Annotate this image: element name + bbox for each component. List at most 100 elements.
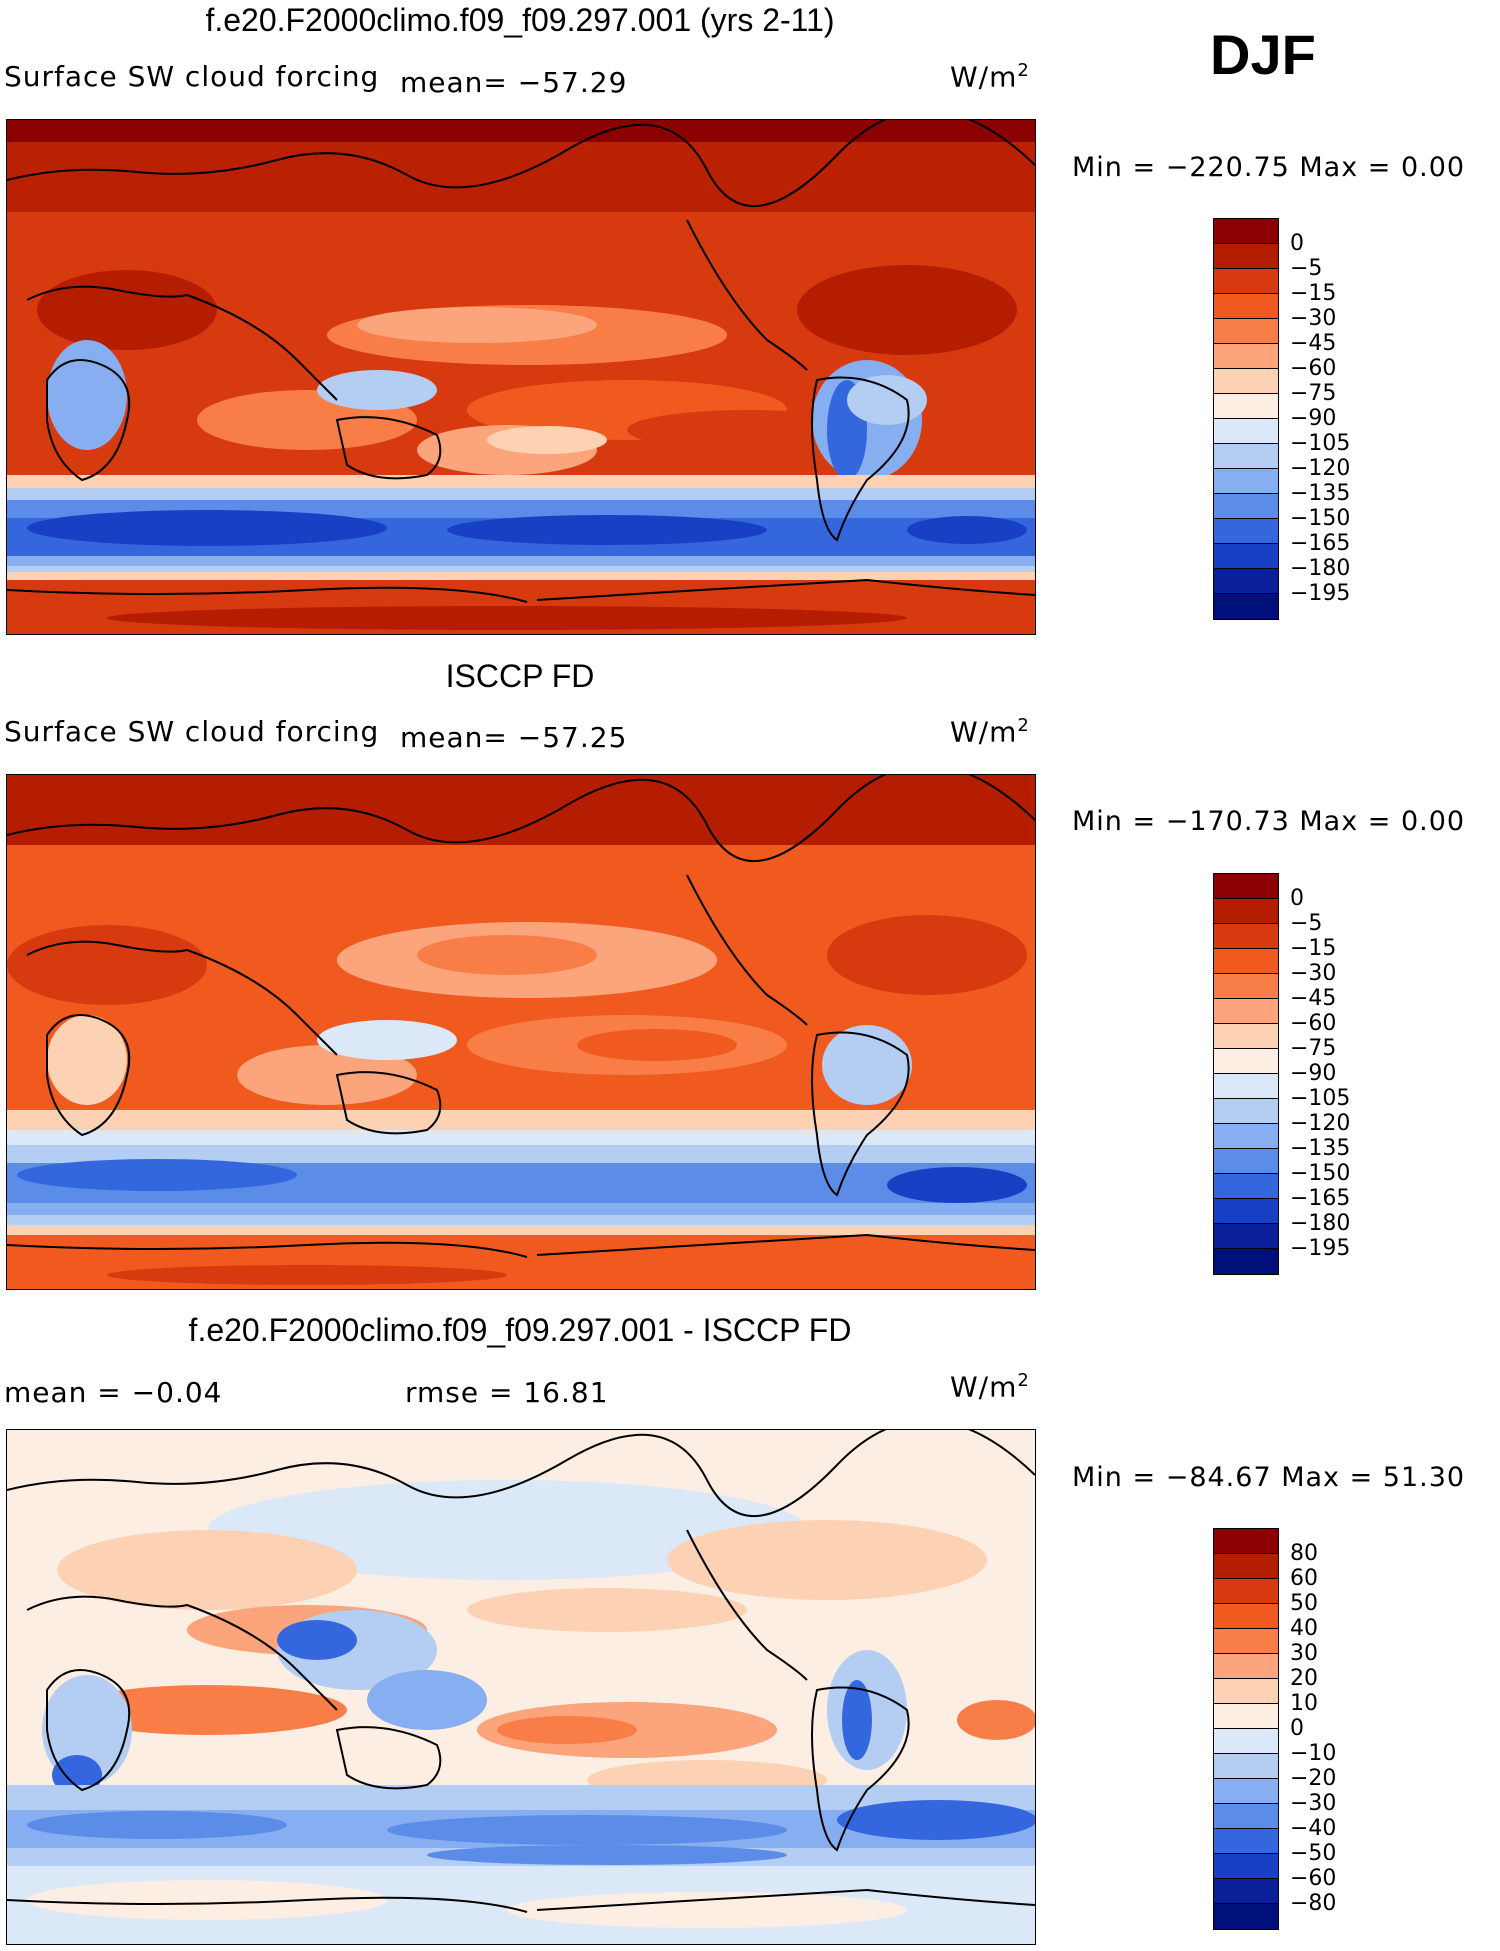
panel2-title: ISCCP FD bbox=[445, 658, 595, 694]
panel2-minmax: Min = −170.73 Max = 0.00 bbox=[1072, 806, 1466, 837]
colorbar-swatch bbox=[1214, 1679, 1278, 1704]
colorbar-tick-label: −150 bbox=[1290, 1161, 1351, 1186]
colorbar-tick-label: 30 bbox=[1290, 1641, 1318, 1666]
colorbar-tick-label: 10 bbox=[1290, 1691, 1318, 1716]
colorbar-swatch bbox=[1214, 294, 1278, 319]
colorbar-tick-label: −75 bbox=[1290, 1036, 1337, 1061]
colorbar-tick-label: −40 bbox=[1290, 1816, 1337, 1841]
colorbar-swatch bbox=[1214, 1829, 1278, 1854]
colorbar-swatch bbox=[1214, 1224, 1278, 1249]
colorbar-tick-label: −60 bbox=[1290, 1011, 1337, 1036]
colorbar-tick-label: −15 bbox=[1290, 281, 1337, 306]
colorbar-swatch bbox=[1214, 1879, 1278, 1904]
colorbar-swatch bbox=[1214, 1779, 1278, 1804]
colorbar-tick-label: 40 bbox=[1290, 1616, 1318, 1641]
colorbar-swatch bbox=[1214, 569, 1278, 594]
colorbar-swatch bbox=[1214, 344, 1278, 369]
colorbar-swatch bbox=[1214, 1904, 1278, 1929]
panel3-map bbox=[6, 1429, 1036, 1945]
colorbar-swatch bbox=[1214, 444, 1278, 469]
panel3-minmax: Min = −84.67 Max = 51.30 bbox=[1072, 1462, 1466, 1493]
colorbar-swatch bbox=[1214, 1174, 1278, 1199]
colorbar-tick-label: −10 bbox=[1290, 1741, 1337, 1766]
colorbar-swatch bbox=[1214, 244, 1278, 269]
panel3-mean-label: mean = −0.04 bbox=[4, 1376, 223, 1409]
panel3-colorbar bbox=[1213, 1528, 1279, 1930]
colorbar-swatch bbox=[1214, 594, 1278, 619]
panel2-variable-label: Surface SW cloud forcing bbox=[4, 715, 380, 748]
panel1-title: f.e20.F2000climo.f09_f09.297.001 (yrs 2-… bbox=[205, 2, 835, 38]
colorbar-tick-label: −90 bbox=[1290, 1061, 1337, 1086]
colorbar-swatch bbox=[1214, 899, 1278, 924]
colorbar-swatch bbox=[1214, 319, 1278, 344]
colorbar-tick-label: −165 bbox=[1290, 1186, 1351, 1211]
colorbar-tick-label: 80 bbox=[1290, 1541, 1318, 1566]
panel3-rmse-label: rmse = 16.81 bbox=[405, 1376, 609, 1409]
colorbar-tick-label: −45 bbox=[1290, 986, 1337, 1011]
colorbar-swatch bbox=[1214, 519, 1278, 544]
panel3-units: W/m2 bbox=[950, 1370, 1030, 1404]
panel1-units: W/m2 bbox=[950, 60, 1030, 94]
colorbar-swatch bbox=[1214, 1554, 1278, 1579]
colorbar-tick-label: −105 bbox=[1290, 1086, 1351, 1111]
colorbar-tick-label: −120 bbox=[1290, 456, 1351, 481]
colorbar-tick-label: −15 bbox=[1290, 936, 1337, 961]
colorbar-tick-label: −50 bbox=[1290, 1841, 1337, 1866]
colorbar-swatch bbox=[1214, 1579, 1278, 1604]
colorbar-tick-label: −180 bbox=[1290, 556, 1351, 581]
colorbar-tick-label: −105 bbox=[1290, 431, 1351, 456]
colorbar-tick-label: −90 bbox=[1290, 406, 1337, 431]
colorbar-swatch bbox=[1214, 419, 1278, 444]
colorbar-tick-label: −5 bbox=[1290, 256, 1323, 281]
colorbar-swatch bbox=[1214, 494, 1278, 519]
colorbar-tick-label: −150 bbox=[1290, 506, 1351, 531]
colorbar-swatch bbox=[1214, 369, 1278, 394]
colorbar-swatch bbox=[1214, 469, 1278, 494]
panel2-mean-label: mean= −57.25 bbox=[400, 721, 628, 754]
panel1-map bbox=[6, 119, 1036, 635]
panel2-units: W/m2 bbox=[950, 715, 1030, 749]
colorbar-tick-label: 0 bbox=[1290, 1716, 1304, 1741]
colorbar-tick-label: 0 bbox=[1290, 886, 1304, 911]
colorbar-swatch bbox=[1214, 269, 1278, 294]
panel2-map bbox=[6, 774, 1036, 1290]
colorbar-swatch bbox=[1214, 1099, 1278, 1124]
colorbar-tick-label: −5 bbox=[1290, 911, 1323, 936]
colorbar-swatch bbox=[1214, 1124, 1278, 1149]
colorbar-tick-label: −30 bbox=[1290, 961, 1337, 986]
colorbar-tick-label: 0 bbox=[1290, 231, 1304, 256]
colorbar-tick-label: 60 bbox=[1290, 1566, 1318, 1591]
colorbar-tick-label: −135 bbox=[1290, 481, 1351, 506]
colorbar-swatch bbox=[1214, 1729, 1278, 1754]
colorbar-swatch bbox=[1214, 1604, 1278, 1629]
panel1-mean-label: mean= −57.29 bbox=[400, 66, 628, 99]
colorbar-swatch bbox=[1214, 1654, 1278, 1679]
panel3-title: f.e20.F2000climo.f09_f09.297.001 - ISCCP… bbox=[188, 1312, 852, 1348]
colorbar-tick-label: −180 bbox=[1290, 1211, 1351, 1236]
colorbar-swatch bbox=[1214, 1024, 1278, 1049]
colorbar-tick-label: −75 bbox=[1290, 381, 1337, 406]
colorbar-tick-label: −60 bbox=[1290, 1866, 1337, 1891]
colorbar-tick-label: 20 bbox=[1290, 1666, 1318, 1691]
colorbar-tick-label: −165 bbox=[1290, 531, 1351, 556]
colorbar-swatch bbox=[1214, 974, 1278, 999]
colorbar-swatch bbox=[1214, 1074, 1278, 1099]
colorbar-tick-label: −135 bbox=[1290, 1136, 1351, 1161]
colorbar-swatch bbox=[1214, 219, 1278, 244]
colorbar-swatch bbox=[1214, 1704, 1278, 1729]
colorbar-swatch bbox=[1214, 924, 1278, 949]
colorbar-swatch bbox=[1214, 1149, 1278, 1174]
panel1-minmax: Min = −220.75 Max = 0.00 bbox=[1072, 152, 1466, 183]
colorbar-tick-label: 50 bbox=[1290, 1591, 1318, 1616]
colorbar-swatch bbox=[1214, 1804, 1278, 1829]
colorbar-tick-label: −195 bbox=[1290, 1236, 1351, 1261]
colorbar-tick-label: −60 bbox=[1290, 356, 1337, 381]
colorbar-swatch bbox=[1214, 1049, 1278, 1074]
colorbar-swatch bbox=[1214, 1529, 1278, 1554]
season-label: DJF bbox=[1210, 23, 1316, 86]
colorbar-swatch bbox=[1214, 999, 1278, 1024]
colorbar-swatch bbox=[1214, 874, 1278, 899]
colorbar-swatch bbox=[1214, 1629, 1278, 1654]
colorbar-tick-label: −80 bbox=[1290, 1891, 1337, 1916]
panel2-colorbar bbox=[1213, 873, 1279, 1275]
